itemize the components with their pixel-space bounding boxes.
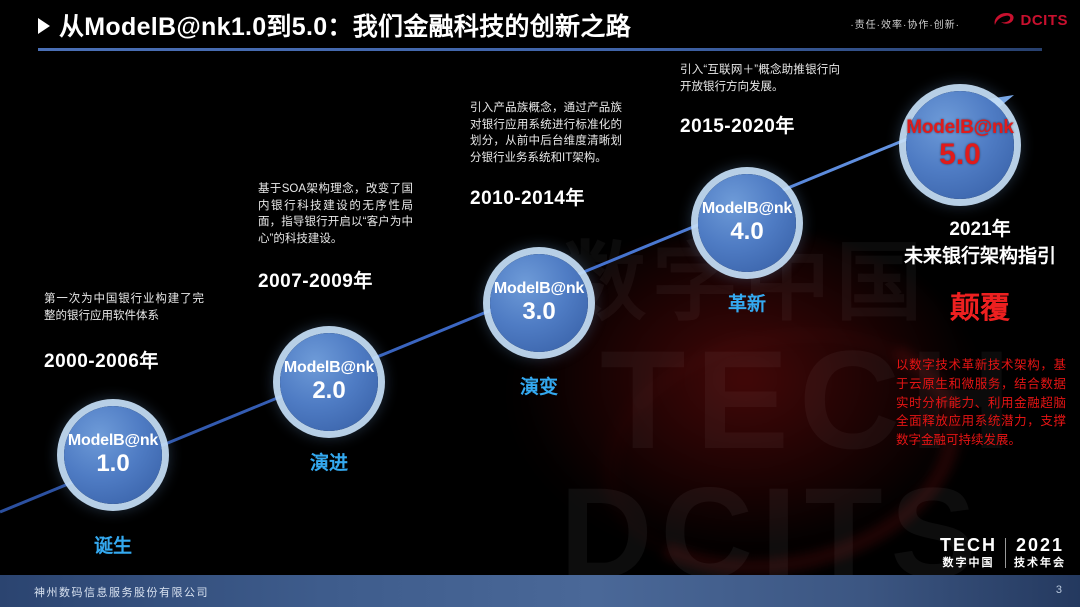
tech-logo-right: 2021 技术年会	[1014, 536, 1066, 569]
milestone-4-keyword: 革新	[727, 294, 766, 315]
milestone-5-year-line1: 2021年	[949, 219, 1011, 240]
dcits-swoosh-icon	[994, 13, 1014, 25]
milestone-2-circle-version: 2.0	[312, 376, 346, 404]
milestone-2-description: 基于SOA架构理念，改变了国内银行科技建设的无序性局面，指导银行开启以“客户为中…	[258, 183, 413, 246]
triangle-right-icon	[38, 18, 50, 34]
milestone-4-year: 2015-2020年	[680, 116, 795, 138]
milestone-5-circle-name: ModelB@nk	[906, 116, 1014, 138]
tech-logo-year: 2021	[1015, 535, 1065, 555]
milestone-3-year: 2010-2014年	[470, 187, 585, 209]
milestone-3-circle[interactable]: ModelB@nk 3.0	[490, 254, 588, 352]
milestone-1-circle[interactable]: ModelB@nk 1.0	[64, 406, 162, 504]
milestone-1-circle-name: ModelB@nk	[67, 431, 159, 449]
footer-company-name: 神州数码信息服务股份有限公司	[34, 587, 209, 599]
milestone-5-year-line2: 未来银行架构指引	[903, 246, 1056, 267]
milestone-3-keyword: 演变	[519, 377, 558, 398]
milestone-4-circle-name: ModelB@nk	[701, 199, 793, 217]
milestone-modelbank-1[interactable]: 第一次为中国银行业构建了完整的银行应用软件体系 2000-2006年	[44, 291, 204, 373]
milestone-5-keyword: 颠覆	[950, 292, 1010, 325]
tech-logo-divider	[1005, 537, 1006, 568]
milestone-4-circle[interactable]: ModelB@nk 4.0	[698, 174, 796, 272]
tech-conference-logo: TECH 数字中国 2021 技术年会	[940, 536, 1066, 569]
milestone-1-year: 2000-2006年	[44, 351, 159, 373]
tech-logo-meeting: 技术年会	[1014, 557, 1066, 569]
milestone-2-keyword: 演进	[309, 453, 348, 474]
milestone-modelbank-4[interactable]: 引入“互联网＋”概念助推银行向开放银行方向发展。 2015-2020年	[680, 62, 840, 138]
header-divider	[38, 48, 1042, 51]
milestone-5-circle-version: 5.0	[939, 137, 981, 171]
page-title-row: 从ModelB@nk1.0到5.0：我们金融科技的创新之路	[38, 7, 631, 43]
dcits-logo-text: DCITS	[1020, 11, 1068, 29]
milestone-2-year: 2007-2009年	[258, 270, 373, 292]
milestone-5-description: 以数字技术革新技术架构，基于云原生和微服务，结合数据实时分析能力、利用金融超脑全…	[896, 358, 1066, 447]
milestone-modelbank-3[interactable]: 引入产品族概念，通过产品族对银行应用系统进行标准化的划分，从前中后台维度清晰划分…	[470, 100, 622, 210]
page-title: 从ModelB@nk1.0到5.0：我们金融科技的创新之路	[59, 13, 632, 41]
milestone-2-circle-name: ModelB@nk	[283, 358, 375, 376]
milestone-4-description: 引入“互联网＋”概念助推银行向开放银行方向发展。	[680, 64, 840, 93]
milestone-2-circle[interactable]: ModelB@nk 2.0	[280, 333, 378, 431]
header-tagline: ·责任·效率·协作·创新·	[850, 20, 960, 31]
tech-logo-sub-text: 数字中国	[942, 557, 995, 569]
milestone-1-description: 第一次为中国银行业构建了完整的银行应用软件体系	[44, 293, 204, 322]
tech-logo-top-text: TECH	[940, 535, 997, 555]
footer-page-number: 3	[1055, 584, 1062, 596]
dcits-logo: DCITS	[992, 11, 1069, 29]
milestone-1-circle-version: 1.0	[96, 449, 130, 477]
milestone-3-circle-name: ModelB@nk	[493, 279, 585, 297]
milestone-3-description: 引入产品族概念，通过产品族对银行应用系统进行标准化的划分，从前中后台维度清晰划分…	[470, 102, 622, 165]
milestone-3-circle-version: 3.0	[522, 297, 556, 325]
milestone-4-circle-version: 4.0	[730, 217, 764, 245]
milestone-1-keyword: 诞生	[93, 536, 132, 557]
slide-header: 从ModelB@nk1.0到5.0：我们金融科技的创新之路 ·责任·效率·协作·…	[0, 0, 1080, 52]
milestone-5-circle[interactable]: ModelB@nk 5.0	[906, 91, 1014, 199]
tech-logo-left: TECH 数字中国	[940, 536, 997, 569]
slide-footer: 神州数码信息服务股份有限公司 3	[0, 575, 1080, 607]
milestone-modelbank-2[interactable]: 基于SOA架构理念，改变了国内银行科技建设的无序性局面，指导银行开启以“客户为中…	[258, 181, 413, 293]
